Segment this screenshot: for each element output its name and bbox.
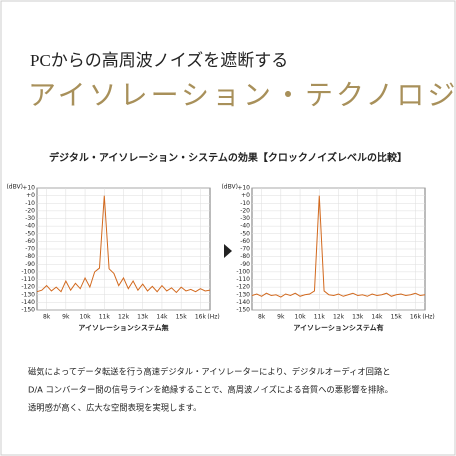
y-tick-label: -100 <box>236 268 250 275</box>
x-tick-label: 8k <box>43 314 51 321</box>
x-tick-label: 15k <box>176 314 188 321</box>
subtitle: PCからの高周波ノイズを遮断する <box>30 51 288 70</box>
x-unit: (Hz) <box>422 314 434 321</box>
y-tick-label: -150 <box>236 307 250 314</box>
y-tick-label: -30 <box>240 215 250 222</box>
y-tick-label: -60 <box>25 238 35 245</box>
y-tick-label: -90 <box>25 261 35 268</box>
y-unit: (dBV) <box>221 184 238 191</box>
y-tick-label: -150 <box>21 307 35 314</box>
x-tick-label: 16k <box>195 314 207 321</box>
y-tick-label: -80 <box>25 253 35 260</box>
y-tick-label: -100 <box>21 268 35 275</box>
y-tick-label: -50 <box>25 230 35 237</box>
x-tick-label: 12k <box>118 314 130 321</box>
y-tick-label: -120 <box>236 284 250 291</box>
y-tick-label: -110 <box>21 276 35 283</box>
y-tick-label: -130 <box>236 291 250 298</box>
title: アイソレーション・テクノロジー <box>28 80 456 111</box>
y-tick-label: -140 <box>21 299 35 306</box>
x-tick-label: 10k <box>80 314 92 321</box>
x-tick-label: 14k <box>156 314 168 321</box>
spectrum-line <box>251 195 426 298</box>
y-tick-label: -20 <box>240 207 250 214</box>
x-unit: (Hz) <box>207 314 219 321</box>
y-tick-label: -110 <box>236 276 250 283</box>
y-tick-label: -90 <box>240 261 250 268</box>
body-line: D/A コンバーター間の信号ラインを絶縁することで、高周波ノイズによる音質への悪… <box>28 385 393 395</box>
x-tick-label: 12k <box>333 314 345 321</box>
y-tick-label: -120 <box>21 284 35 291</box>
y-tick-label: +10 <box>22 185 35 192</box>
x-tick-label: 10k <box>295 314 307 321</box>
y-tick-label: -40 <box>240 223 250 230</box>
x-tick-label: 13k <box>137 314 149 321</box>
body-line: 磁気によってデータ転送を行う高速デジタル・アイソレーターにより、デジタルオーディ… <box>28 367 391 377</box>
x-tick-label: 16k <box>410 314 422 321</box>
x-tick-label: 9k <box>62 314 70 321</box>
body-line: 透明感が高く、広大な空間表現を実現します。 <box>28 403 201 413</box>
y-tick-label: +0 <box>26 192 35 199</box>
y-tick-label: -20 <box>25 207 35 214</box>
x-axis-label: アイソレーションシステム無 <box>78 323 168 332</box>
y-tick-label: -60 <box>240 238 250 245</box>
x-tick-label: 13k <box>352 314 364 321</box>
y-tick-label: -40 <box>25 223 35 230</box>
y-tick-label: -80 <box>240 253 250 260</box>
y-tick-label: -10 <box>240 200 250 207</box>
y-tick-label: -140 <box>236 299 250 306</box>
y-tick-label: +10 <box>237 185 250 192</box>
y-tick-label: -10 <box>25 200 35 207</box>
arrow <box>224 244 232 258</box>
x-tick-label: 14k <box>371 314 383 321</box>
x-tick-label: 9k <box>277 314 285 321</box>
x-tick-label: 11k <box>99 314 111 321</box>
y-tick-label: -130 <box>21 291 35 298</box>
y-tick-label: -70 <box>240 246 250 253</box>
x-tick-label: 15k <box>391 314 403 321</box>
x-axis-label: アイソレーションシステム有 <box>293 323 383 332</box>
section-title: デジタル・アイソレーション・システムの効果【クロックノイズレベルの比較】 <box>49 151 407 164</box>
y-tick-label: -30 <box>25 215 35 222</box>
y-unit: (dBV) <box>6 184 23 191</box>
x-tick-label: 11k <box>314 314 326 321</box>
spectrum-line <box>36 195 211 294</box>
x-tick-label: 8k <box>258 314 266 321</box>
y-tick-label: -70 <box>25 246 35 253</box>
y-tick-label: -50 <box>240 230 250 237</box>
y-tick-label: +0 <box>241 192 250 199</box>
